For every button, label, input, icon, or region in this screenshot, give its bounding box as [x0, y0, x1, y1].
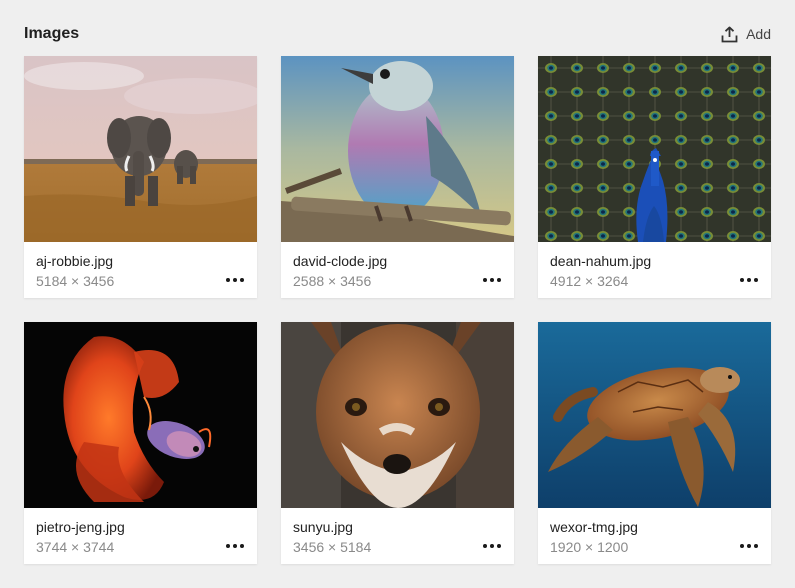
image-meta: wexor-tmg.jpg 1920 × 1200 — [538, 508, 771, 564]
image-filename: david-clode.jpg — [293, 253, 388, 269]
elephant-photo — [24, 56, 257, 242]
upload-icon — [721, 26, 738, 43]
image-card[interactable]: aj-robbie.jpg 5184 × 3456 — [24, 56, 257, 298]
image-meta: david-clode.jpg 2588 × 3456 — [281, 242, 514, 298]
image-card[interactable]: david-clode.jpg 2588 × 3456 — [281, 56, 514, 298]
betta-fish-photo — [24, 322, 257, 508]
image-filename: wexor-tmg.jpg — [550, 519, 638, 535]
more-horizontal-icon[interactable] — [739, 540, 759, 552]
image-dimensions: 2588 × 3456 — [293, 273, 372, 289]
image-meta: pietro-jeng.jpg 3744 × 3744 — [24, 508, 257, 564]
gallery-header: Images Add — [24, 22, 771, 46]
page-title: Images — [24, 25, 80, 42]
more-horizontal-icon[interactable] — [225, 274, 245, 286]
image-card[interactable]: sunyu.jpg 3456 × 5184 — [281, 322, 514, 564]
image-card[interactable]: wexor-tmg.jpg 1920 × 1200 — [538, 322, 771, 564]
peacock-photo — [538, 56, 771, 242]
image-grid: aj-robbie.jpg 5184 × 3456 — [24, 56, 771, 564]
image-dimensions: 3744 × 3744 — [36, 539, 115, 555]
image-dimensions: 5184 × 3456 — [36, 273, 115, 289]
fox-photo — [281, 322, 514, 508]
image-dimensions: 1920 × 1200 — [550, 539, 629, 555]
add-image-button[interactable]: Add — [721, 26, 771, 43]
sea-turtle-photo — [538, 322, 771, 508]
bird-photo — [281, 56, 514, 242]
image-filename: sunyu.jpg — [293, 519, 353, 535]
more-horizontal-icon[interactable] — [482, 540, 502, 552]
image-dimensions: 3456 × 5184 — [293, 539, 372, 555]
add-label: Add — [746, 26, 771, 42]
more-horizontal-icon[interactable] — [482, 274, 502, 286]
image-meta: sunyu.jpg 3456 × 5184 — [281, 508, 514, 564]
image-card[interactable]: pietro-jeng.jpg 3744 × 3744 — [24, 322, 257, 564]
image-card[interactable]: dean-nahum.jpg 4912 × 3264 — [538, 56, 771, 298]
image-filename: aj-robbie.jpg — [36, 253, 114, 269]
image-filename: dean-nahum.jpg — [550, 253, 652, 269]
more-horizontal-icon[interactable] — [225, 540, 245, 552]
more-horizontal-icon[interactable] — [739, 274, 759, 286]
image-meta: dean-nahum.jpg 4912 × 3264 — [538, 242, 771, 298]
image-meta: aj-robbie.jpg 5184 × 3456 — [24, 242, 257, 298]
image-dimensions: 4912 × 3264 — [550, 273, 629, 289]
image-filename: pietro-jeng.jpg — [36, 519, 125, 535]
